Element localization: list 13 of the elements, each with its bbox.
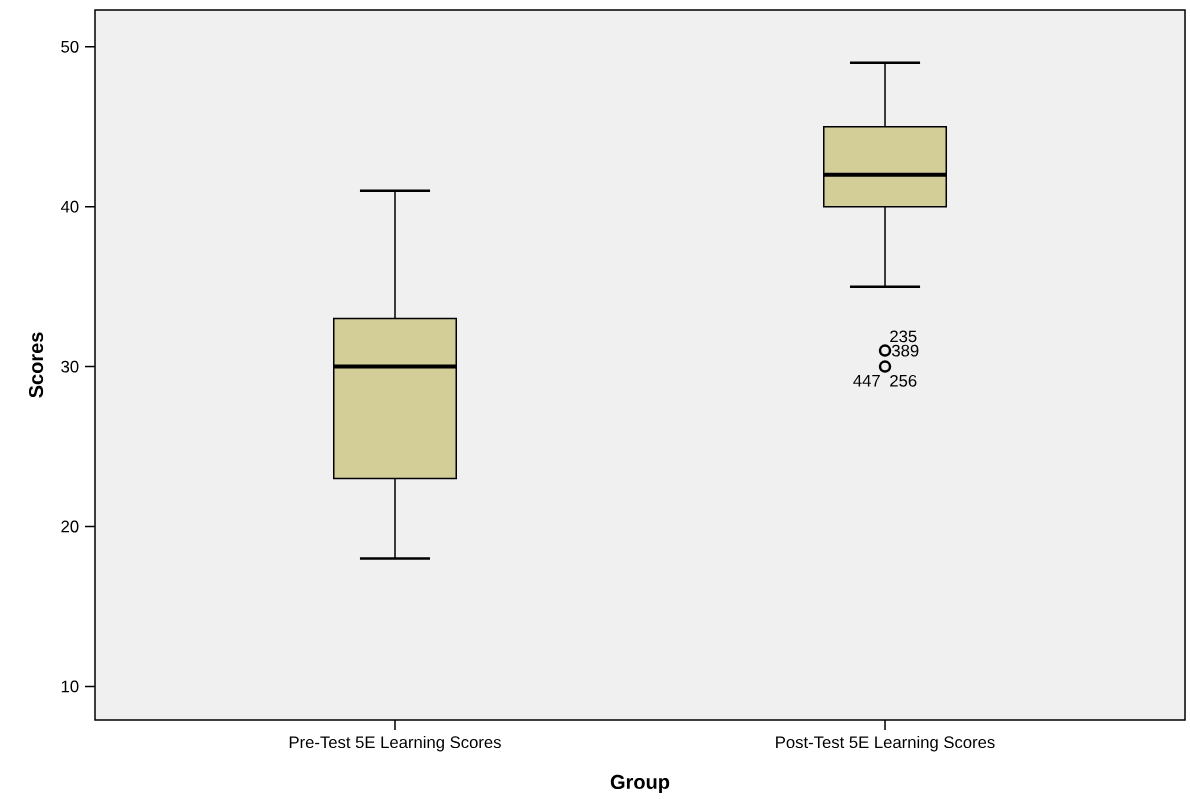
annotation: 447 bbox=[853, 374, 880, 387]
x-tick-label: Pre-Test 5E Learning Scores bbox=[289, 735, 501, 752]
y-tick-label: 50 bbox=[61, 40, 79, 53]
annotation: 235 bbox=[890, 330, 917, 343]
y-tick-label: 30 bbox=[61, 360, 79, 373]
y-tick-label: 10 bbox=[61, 680, 79, 693]
y-axis-title: Scores bbox=[28, 332, 44, 398]
y-tick-label: 20 bbox=[61, 520, 79, 533]
x-tick-label: Post-Test 5E Learning Scores bbox=[776, 735, 995, 752]
x-axis-title: Group bbox=[610, 774, 670, 793]
y-tick-label: 40 bbox=[60, 200, 79, 213]
annotation: 389 bbox=[891, 344, 919, 357]
annotation: 256 bbox=[890, 374, 917, 387]
